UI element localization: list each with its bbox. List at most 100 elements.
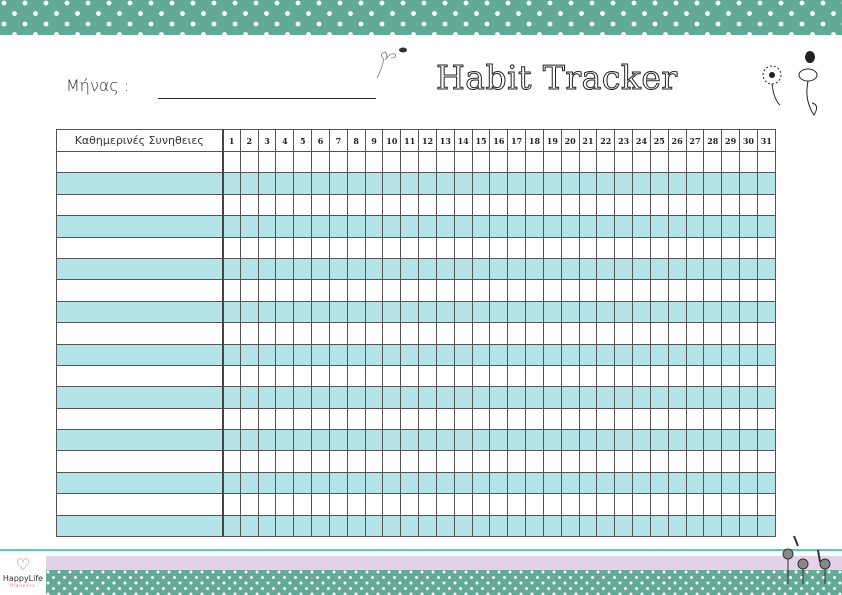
day-check-cell[interactable] xyxy=(560,215,580,238)
day-check-cell[interactable] xyxy=(721,322,741,345)
day-check-cell[interactable] xyxy=(364,343,384,366)
day-check-cell[interactable] xyxy=(649,322,669,345)
day-check-cell[interactable] xyxy=(489,279,509,302)
day-check-cell[interactable] xyxy=(328,450,348,473)
day-check-cell[interactable] xyxy=(614,471,634,495)
day-check-cell[interactable] xyxy=(756,322,776,345)
day-check-cell[interactable] xyxy=(542,450,562,473)
day-check-cell[interactable] xyxy=(632,364,651,388)
day-check-cell[interactable] xyxy=(471,386,491,409)
day-check-cell[interactable] xyxy=(507,450,527,473)
day-check-cell[interactable] xyxy=(614,322,634,345)
day-check-cell[interactable] xyxy=(453,215,473,238)
day-check-cell[interactable] xyxy=(507,364,527,388)
day-check-cell[interactable] xyxy=(222,343,241,366)
day-check-cell[interactable] xyxy=(275,386,295,409)
day-check-cell[interactable] xyxy=(418,471,437,495)
day-check-cell[interactable] xyxy=(739,514,758,538)
day-check-cell[interactable] xyxy=(400,279,420,302)
day-check-cell[interactable] xyxy=(471,493,491,516)
day-check-cell[interactable] xyxy=(418,493,437,516)
day-check-cell[interactable] xyxy=(400,364,420,388)
day-check-cell[interactable] xyxy=(222,429,241,452)
day-check-cell[interactable] xyxy=(525,450,544,473)
day-check-cell[interactable] xyxy=(400,471,420,495)
day-check-cell[interactable] xyxy=(275,429,295,452)
day-check-cell[interactable] xyxy=(703,279,723,302)
day-check-cell[interactable] xyxy=(222,215,241,238)
day-check-cell[interactable] xyxy=(685,493,705,516)
day-check-cell[interactable] xyxy=(614,364,634,388)
day-check-cell[interactable] xyxy=(542,386,562,409)
day-check-cell[interactable] xyxy=(542,322,562,345)
day-check-cell[interactable] xyxy=(275,514,295,538)
day-check-cell[interactable] xyxy=(311,450,330,473)
day-check-cell[interactable] xyxy=(311,514,330,538)
day-check-cell[interactable] xyxy=(257,343,277,366)
day-check-cell[interactable] xyxy=(311,300,330,324)
day-check-cell[interactable] xyxy=(328,215,348,238)
day-check-cell[interactable] xyxy=(578,471,598,495)
day-check-cell[interactable] xyxy=(239,407,259,431)
day-check-cell[interactable] xyxy=(382,514,402,538)
day-check-cell[interactable] xyxy=(596,172,616,195)
day-check-cell[interactable] xyxy=(721,493,741,516)
day-check-cell[interactable] xyxy=(542,150,562,174)
day-check-cell[interactable] xyxy=(525,471,544,495)
day-check-cell[interactable] xyxy=(614,343,634,366)
day-check-cell[interactable] xyxy=(560,322,580,345)
habit-name-cell[interactable] xyxy=(56,300,224,324)
day-check-cell[interactable] xyxy=(614,257,634,281)
day-check-cell[interactable] xyxy=(560,279,580,302)
day-check-cell[interactable] xyxy=(649,150,669,174)
day-check-cell[interactable] xyxy=(435,236,455,259)
habit-name-cell[interactable] xyxy=(56,257,224,281)
day-check-cell[interactable] xyxy=(364,450,384,473)
day-check-cell[interactable] xyxy=(721,386,741,409)
day-check-cell[interactable] xyxy=(346,236,366,259)
day-check-cell[interactable] xyxy=(507,493,527,516)
day-check-cell[interactable] xyxy=(721,407,741,431)
day-check-cell[interactable] xyxy=(614,493,634,516)
day-check-cell[interactable] xyxy=(257,300,277,324)
day-check-cell[interactable] xyxy=(685,236,705,259)
day-check-cell[interactable] xyxy=(311,322,330,345)
day-check-cell[interactable] xyxy=(453,300,473,324)
day-check-cell[interactable] xyxy=(382,450,402,473)
day-check-cell[interactable] xyxy=(328,386,348,409)
day-check-cell[interactable] xyxy=(275,450,295,473)
day-check-cell[interactable] xyxy=(632,514,651,538)
day-check-cell[interactable] xyxy=(739,407,758,431)
day-check-cell[interactable] xyxy=(311,386,330,409)
day-check-cell[interactable] xyxy=(418,215,437,238)
day-check-cell[interactable] xyxy=(471,322,491,345)
day-check-cell[interactable] xyxy=(578,493,598,516)
day-check-cell[interactable] xyxy=(239,364,259,388)
day-check-cell[interactable] xyxy=(400,493,420,516)
day-check-cell[interactable] xyxy=(293,172,313,195)
day-check-cell[interactable] xyxy=(382,193,402,217)
day-check-cell[interactable] xyxy=(525,364,544,388)
day-check-cell[interactable] xyxy=(560,257,580,281)
day-check-cell[interactable] xyxy=(507,514,527,538)
day-check-cell[interactable] xyxy=(632,471,651,495)
habit-name-cell[interactable] xyxy=(56,236,224,259)
day-check-cell[interactable] xyxy=(596,236,616,259)
day-check-cell[interactable] xyxy=(382,300,402,324)
day-check-cell[interactable] xyxy=(418,172,437,195)
day-check-cell[interactable] xyxy=(739,300,758,324)
day-check-cell[interactable] xyxy=(525,386,544,409)
day-check-cell[interactable] xyxy=(239,150,259,174)
day-check-cell[interactable] xyxy=(275,215,295,238)
day-check-cell[interactable] xyxy=(328,300,348,324)
day-check-cell[interactable] xyxy=(471,172,491,195)
day-check-cell[interactable] xyxy=(382,386,402,409)
day-check-cell[interactable] xyxy=(507,386,527,409)
day-check-cell[interactable] xyxy=(525,514,544,538)
day-check-cell[interactable] xyxy=(346,471,366,495)
day-check-cell[interactable] xyxy=(328,193,348,217)
day-check-cell[interactable] xyxy=(257,364,277,388)
day-check-cell[interactable] xyxy=(721,429,741,452)
day-check-cell[interactable] xyxy=(328,429,348,452)
day-check-cell[interactable] xyxy=(435,150,455,174)
